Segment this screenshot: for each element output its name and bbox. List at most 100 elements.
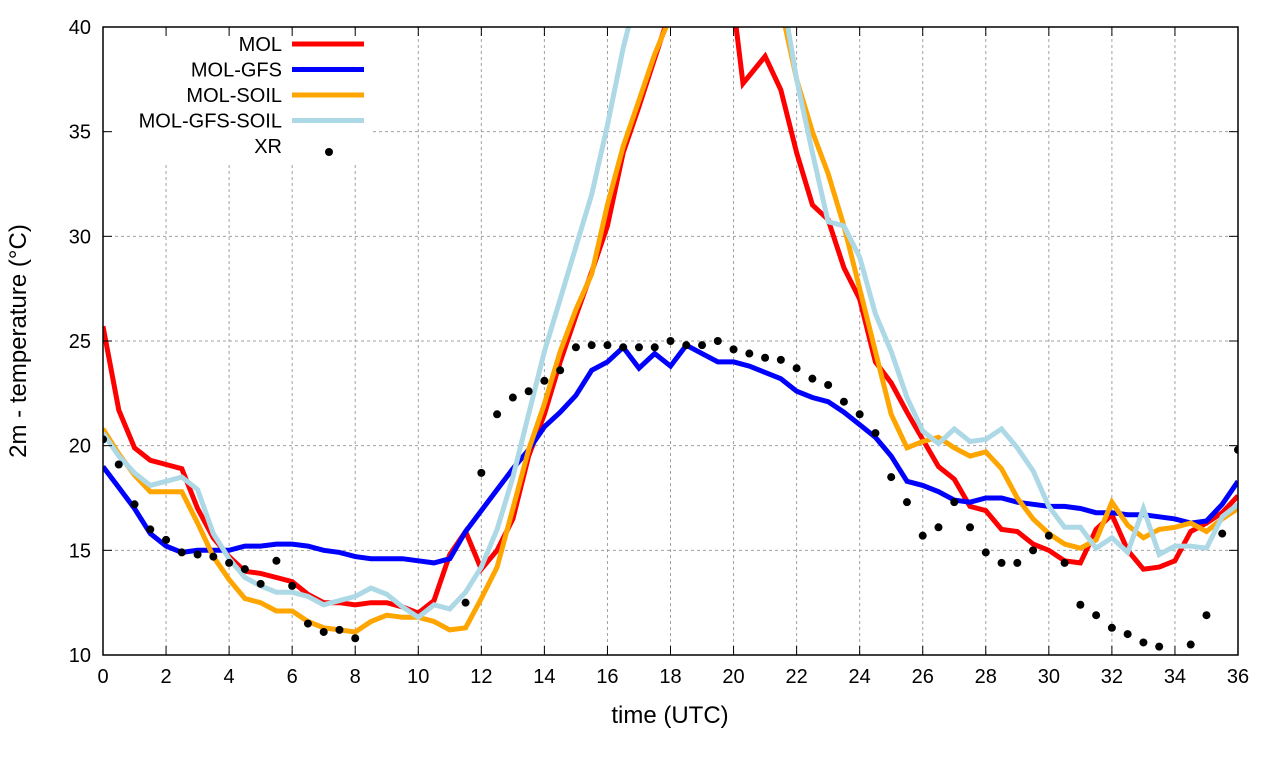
data-point-xr (666, 337, 675, 345)
data-point-xr (587, 341, 596, 350)
legend-label-mol-gfs-soil: MOL-GFS-SOIL (139, 111, 282, 133)
data-point-xr (256, 579, 265, 588)
x-tick-label: 0 (97, 666, 108, 688)
data-point-xr (461, 598, 470, 607)
data-point-xr (950, 498, 959, 507)
x-tick-label: 18 (659, 666, 681, 688)
data-point-xr (1218, 529, 1227, 538)
data-point-xr (966, 523, 975, 532)
x-axis-label: time (UTC) (611, 702, 728, 729)
xr-points (103, 337, 1238, 651)
data-point-xr (146, 525, 155, 534)
y-axis-label: 2m - temperature (°C) (5, 224, 32, 458)
legend: MOL MOL-GFS MOL-SOIL MOL-GFS-SOIL XR (108, 30, 370, 162)
x-tick-label: 6 (287, 666, 298, 688)
data-point-xr (209, 552, 218, 561)
data-point-xr (650, 343, 659, 352)
data-point-xr (745, 349, 754, 358)
data-point-xr (918, 531, 927, 540)
x-tick-label: 4 (224, 666, 235, 688)
data-point-xr (1234, 445, 1238, 454)
data-point-xr (713, 337, 722, 345)
x-tick-label: 28 (975, 666, 997, 688)
data-point-xr (540, 376, 549, 385)
data-point-xr (1029, 546, 1038, 555)
data-point-xr (193, 550, 202, 559)
y-tick-label: 25 (69, 331, 91, 353)
x-tick-label: 32 (1101, 666, 1123, 688)
data-point-xr (177, 548, 186, 557)
data-point-xr (634, 343, 643, 352)
axis-ticks: 0 2 4 6 8 10 12 14 16 18 20 22 24 26 28 30 32 34 361015202… (69, 17, 1249, 688)
data-point-xr (1076, 600, 1085, 609)
data-point-xr (1013, 558, 1022, 567)
legend-label-xr: XR (254, 136, 282, 158)
data-point-xr (272, 556, 281, 565)
data-point-xr (1155, 642, 1164, 651)
data-point-xr (824, 380, 833, 389)
x-tick-label: 30 (1038, 666, 1060, 688)
y-tick-label: 35 (69, 122, 91, 144)
series-line-mol-soil (103, 27, 1238, 635)
y-tick-label: 15 (69, 540, 91, 562)
data-point-xr (871, 429, 880, 438)
data-point-xr (1092, 611, 1101, 620)
legend-swatch-xr (325, 148, 333, 156)
data-point-xr (1186, 640, 1195, 649)
data-point-xr (839, 397, 848, 406)
data-point-xr (902, 498, 911, 507)
data-point-xr (792, 364, 801, 373)
x-tick-label: 14 (533, 666, 555, 688)
x-tick-label: 22 (785, 666, 807, 688)
data-point-xr (571, 343, 580, 352)
x-tick-label: 2 (160, 666, 171, 688)
legend-label-mol: MOL (239, 34, 282, 56)
data-point-xr (761, 353, 770, 362)
data-point-xr (776, 355, 785, 364)
data-point-xr (556, 366, 565, 375)
series-lines (103, 27, 1238, 635)
data-point-xr (240, 565, 249, 574)
data-point-xr (114, 460, 123, 469)
data-point-xr (698, 341, 707, 350)
data-point-xr (162, 535, 171, 544)
data-point-xr (103, 435, 107, 444)
data-point-xr (508, 393, 517, 402)
data-point-xr (855, 410, 864, 419)
data-point-xr (130, 500, 139, 509)
data-point-xr (1202, 611, 1211, 620)
y-tick-label: 30 (69, 226, 91, 248)
data-point-xr (319, 627, 328, 636)
data-point-xr (477, 468, 486, 477)
x-tick-label: 26 (912, 666, 934, 688)
data-point-xr (997, 558, 1006, 567)
x-tick-label: 20 (722, 666, 744, 688)
x-tick-label: 36 (1227, 666, 1249, 688)
data-point-xr (603, 341, 612, 350)
x-tick-label: 12 (470, 666, 492, 688)
legend-label-mol-soil: MOL-SOIL (186, 85, 282, 107)
data-point-xr (493, 410, 502, 419)
y-tick-label: 40 (69, 17, 91, 39)
data-point-xr (1060, 558, 1069, 567)
data-point-xr (887, 473, 896, 482)
data-point-xr (682, 341, 691, 350)
data-point-xr (1123, 630, 1132, 639)
data-point-xr (729, 345, 738, 354)
series-line-mol-gfs-soil (103, 27, 1238, 621)
x-tick-label: 34 (1164, 666, 1186, 688)
data-point-xr (808, 374, 817, 383)
data-point-xr (1044, 531, 1053, 540)
data-point-xr (524, 387, 533, 396)
y-tick-label: 10 (69, 645, 91, 667)
x-tick-label: 8 (350, 666, 361, 688)
data-point-xr (1139, 638, 1148, 647)
data-point-xr (303, 619, 312, 628)
data-point-xr (288, 581, 297, 590)
data-point-xr (934, 523, 943, 532)
data-point-xr (1107, 623, 1116, 632)
x-tick-label: 10 (407, 666, 429, 688)
x-tick-label: 24 (849, 666, 871, 688)
data-point-xr (981, 548, 990, 557)
